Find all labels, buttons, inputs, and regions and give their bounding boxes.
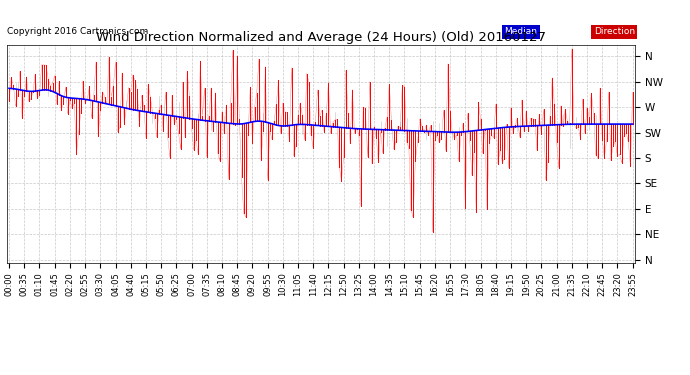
Text: Median: Median	[504, 27, 538, 36]
Text: Copyright 2016 Cartronics.com: Copyright 2016 Cartronics.com	[7, 27, 148, 36]
Title: Wind Direction Normalized and Average (24 Hours) (Old) 20160127: Wind Direction Normalized and Average (2…	[96, 31, 546, 44]
Text: Direction: Direction	[593, 27, 635, 36]
